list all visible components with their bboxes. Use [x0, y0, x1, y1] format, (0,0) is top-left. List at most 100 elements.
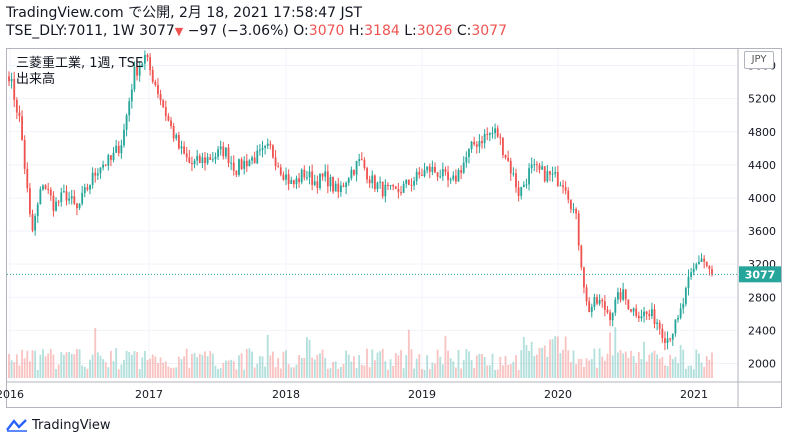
- volume-bar: [133, 350, 136, 378]
- volume-bar: [274, 367, 277, 378]
- candle-body: [695, 264, 698, 269]
- candle-body: [705, 261, 708, 266]
- candle-body: [110, 155, 112, 160]
- candle-body: [177, 135, 180, 149]
- candle-body: [606, 309, 609, 313]
- volume-bar: [617, 352, 619, 378]
- volume-bar: [18, 365, 21, 378]
- chart-frame[interactable]: [6, 48, 782, 408]
- volume-bar: [708, 359, 711, 378]
- volume-bar: [431, 362, 434, 378]
- volume-bar: [444, 335, 447, 378]
- volume-bar: [512, 361, 515, 378]
- volume-bar: [292, 367, 295, 378]
- volume-bar: [569, 362, 572, 378]
- volume-bar: [206, 356, 209, 378]
- volume-bar: [282, 351, 285, 378]
- candle-body: [387, 184, 389, 187]
- volume-bar: [441, 364, 444, 378]
- volume-bar: [110, 350, 112, 378]
- volume-bar: [204, 351, 206, 378]
- x-tick-label: 2017: [135, 388, 163, 401]
- volume-bar: [611, 355, 614, 378]
- candle-body: [572, 209, 575, 211]
- currency-badge[interactable]: JPY: [744, 51, 774, 69]
- x-tick-label: 2018: [272, 388, 300, 401]
- candle-body: [31, 213, 34, 231]
- volume-bar: [470, 360, 473, 378]
- candle-body: [653, 309, 656, 324]
- volume-bar: [136, 352, 138, 378]
- volume-bar: [183, 356, 186, 378]
- volume-bar: [692, 369, 695, 378]
- volume-bar: [347, 354, 350, 378]
- volume-bar: [117, 369, 120, 378]
- volume-bar: [26, 350, 29, 378]
- candle-body: [193, 160, 196, 165]
- volume-bar: [643, 341, 645, 378]
- candle-body: [525, 184, 528, 186]
- volume-bar: [342, 363, 345, 378]
- candle-body: [316, 181, 319, 188]
- last-price-tag: [739, 266, 781, 283]
- candle-body: [185, 153, 188, 158]
- x-tick-label: 2019: [408, 388, 436, 401]
- volume-bar: [465, 349, 468, 378]
- x-tick-label: 2021: [680, 388, 708, 401]
- volume-bar: [224, 360, 227, 378]
- candle-body: [248, 160, 251, 167]
- candle-body: [517, 187, 520, 196]
- volume-bar: [509, 364, 512, 378]
- candle-body: [418, 171, 421, 175]
- volume-bar: [177, 356, 180, 378]
- candle-body: [379, 181, 382, 183]
- candle-body: [201, 157, 204, 163]
- candle-body: [274, 157, 277, 167]
- candle-body: [170, 120, 172, 127]
- candle-body: [191, 163, 193, 165]
- volume-bar: [674, 357, 677, 378]
- volume-bar: [418, 354, 421, 378]
- volume-bar: [373, 360, 376, 378]
- volume-bar: [86, 368, 89, 378]
- volume-bar: [154, 356, 157, 378]
- volume-bar: [321, 349, 324, 378]
- candle-body: [240, 159, 243, 169]
- candle-body: [269, 143, 272, 146]
- candle-body: [703, 258, 706, 262]
- volume-bar: [379, 351, 382, 378]
- candle-body: [397, 188, 400, 193]
- volume-bar: [420, 369, 423, 378]
- volume-bar: [601, 356, 604, 378]
- candle-body: [488, 133, 491, 135]
- candle-body: [609, 312, 611, 321]
- candle-body: [698, 261, 700, 265]
- candle-body: [562, 185, 564, 188]
- candle-body: [538, 165, 541, 170]
- volume-bar: [209, 351, 212, 378]
- candle-body: [384, 184, 387, 197]
- volume-bar: [384, 361, 387, 378]
- candle-body: [661, 328, 664, 339]
- volume-bar: [711, 352, 713, 378]
- volume-bar: [10, 360, 13, 378]
- tradingview-logo-icon: [6, 419, 27, 432]
- volume-bar: [661, 356, 664, 378]
- volume-bar: [580, 359, 583, 378]
- volume-bar: [138, 369, 141, 378]
- volume-bar: [253, 367, 256, 378]
- y-tick-label: 3600: [748, 225, 776, 238]
- candle-body: [219, 146, 222, 150]
- symbol-label: TSE_DLY:7011, 1W 3077: [6, 23, 175, 39]
- y-tick-label: 2000: [748, 357, 776, 370]
- candle-body: [520, 187, 523, 196]
- footer: TradingView: [6, 414, 111, 436]
- candle-body: [52, 195, 55, 211]
- volume-bar: [115, 348, 118, 378]
- candle-body: [308, 171, 311, 178]
- volume-bar: [128, 351, 131, 378]
- candle-body: [287, 174, 290, 184]
- volume-bar: [272, 351, 274, 378]
- candle-body: [640, 316, 643, 319]
